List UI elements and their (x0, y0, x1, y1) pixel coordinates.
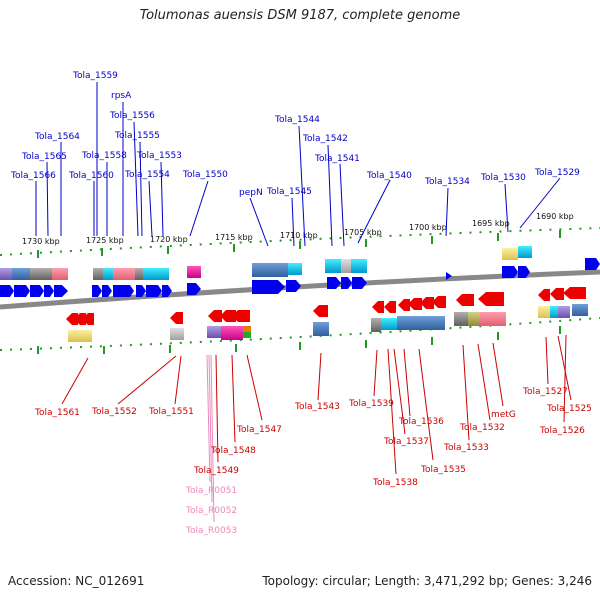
forward-major-ticks (37, 230, 561, 258)
reverse-leader-lines (61, 334, 572, 475)
reverse-major-ticks (37, 326, 561, 354)
forward-arrows (0, 258, 600, 297)
genome-title: Tolumonas auensis DSM 9187, complete gen… (139, 8, 461, 23)
rna-leader-lines (206, 354, 215, 523)
scale-label: 1730 kbp (22, 237, 60, 246)
forward-leader-lines (35, 82, 561, 247)
gene-label: Tola_1548 (210, 446, 256, 456)
genome-summary: Topology: circular; Length: 3,471,292 bp… (262, 574, 592, 588)
gene-label: Tola_1560 (68, 171, 114, 181)
gene-label: Tola_R0053 (185, 526, 237, 536)
gene-label: Tola_1526 (539, 426, 585, 436)
gene-label: Tola_R0052 (185, 506, 237, 516)
scale-label: 1710 kbp (280, 231, 318, 240)
gene-label: Tola_1555 (114, 131, 160, 141)
gene-label: Tola_1536 (398, 417, 444, 427)
gene-label: Tola_1535 (420, 465, 466, 475)
forward-tick-track (0, 227, 600, 256)
gene-label: Tola_1549 (193, 466, 239, 476)
gene-label: Tola_R0051 (185, 486, 237, 496)
gene-label: Tola_1527 (522, 387, 568, 397)
gene-label: Tola_1561 (34, 408, 80, 418)
scale-label: 1695 kbp (472, 219, 510, 228)
reverse-feature-boxes (68, 304, 588, 342)
gene-label: Tola_1543 (294, 402, 340, 412)
gene-label: Tola_1564 (34, 132, 80, 142)
gene-label: Tola_1554 (124, 170, 170, 180)
gene-label: Tola_1556 (109, 111, 155, 121)
scale-label: 1700 kbp (409, 223, 447, 232)
gene-label: Tola_1553 (136, 151, 182, 161)
gene-label: Tola_1537 (383, 437, 429, 447)
gene-label: Tola_1534 (424, 177, 470, 187)
reverse-tick-track (0, 317, 600, 351)
gene-label: Tola_1550 (182, 170, 228, 180)
forward-feature-boxes (0, 246, 532, 280)
gene-label: metG (491, 410, 516, 420)
gene-label: Tola_1565 (21, 152, 67, 162)
gene-label: rpsA (111, 91, 132, 101)
gene-label: Tola_1525 (546, 404, 592, 414)
gene-label: Tola_1539 (348, 399, 394, 409)
gene-label: Tola_1529 (534, 168, 580, 178)
gene-label: pepN (239, 188, 263, 198)
scale-label: 1720 kbp (150, 235, 188, 244)
gene-label: Tola_1542 (302, 134, 348, 144)
gene-label: Tola_1541 (314, 154, 360, 164)
gene-label: Tola_1558 (81, 151, 127, 161)
gene-label: Tola_1547 (236, 425, 282, 435)
gene-label: Tola_1538 (372, 478, 418, 488)
gene-label: Tola_1552 (91, 407, 137, 417)
forward-gene-labels: Tola_1559 rpsA Tola_1556 Tola_1564 Tola_… (10, 71, 580, 198)
gene-label: Tola_1532 (459, 423, 505, 433)
gene-label: Tola_1530 (480, 173, 526, 183)
gene-label: Tola_1566 (10, 171, 56, 181)
gene-label: Tola_1545 (266, 187, 312, 197)
reverse-arrows (66, 287, 586, 325)
gene-label: Tola_1551 (148, 407, 194, 417)
scale-label: 1715 kbp (215, 233, 253, 242)
scale-label: 1725 kbp (86, 236, 124, 245)
gene-label: Tola_1544 (274, 115, 320, 125)
scale-labels: 1730 kbp 1725 kbp 1720 kbp 1715 kbp 1710… (22, 212, 574, 246)
gene-label: Tola_1533 (443, 443, 489, 453)
reverse-gene-labels: Tola_1561 Tola_1552 Tola_1551 Tola_1547 … (34, 387, 592, 488)
rna-gene-labels: Tola_R0051 Tola_R0052 Tola_R0053 (185, 486, 237, 536)
accession-label: Accession: NC_012691 (8, 574, 145, 588)
scale-label: 1690 kbp (536, 212, 574, 221)
gene-label: Tola_1540 (366, 171, 412, 181)
gene-label: Tola_1559 (72, 71, 118, 81)
